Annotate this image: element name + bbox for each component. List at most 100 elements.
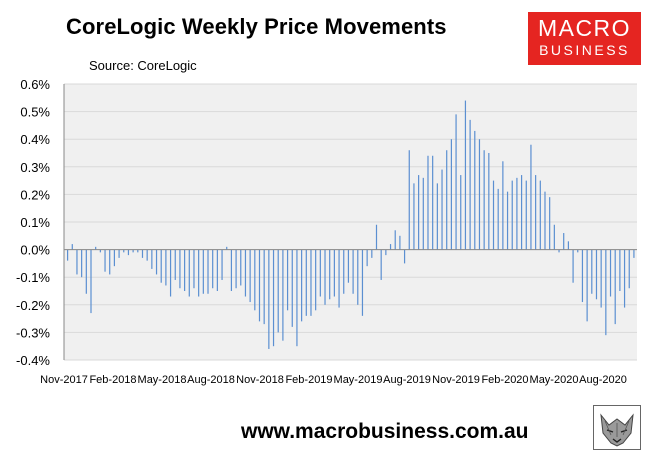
bar <box>525 180 527 250</box>
bar <box>408 150 410 250</box>
bar <box>123 249 125 253</box>
bar-series <box>67 100 635 349</box>
bar <box>193 249 195 289</box>
bar <box>81 249 83 278</box>
bar <box>558 249 560 253</box>
x-tick-label: Feb-2020 <box>481 374 528 386</box>
bar <box>572 249 574 283</box>
bar <box>338 249 340 308</box>
bar <box>371 249 373 258</box>
bar <box>478 139 481 250</box>
x-tick-label: Nov-2017 <box>40 374 88 386</box>
bar <box>151 249 153 269</box>
bar <box>343 249 345 294</box>
y-tick-label: 0.5% <box>20 105 50 120</box>
bar <box>249 249 251 303</box>
bar <box>399 235 401 250</box>
bar <box>118 249 120 258</box>
bar <box>600 249 602 308</box>
bar <box>169 249 172 297</box>
bar <box>619 249 621 291</box>
bar <box>549 197 551 250</box>
bar <box>450 139 452 250</box>
bar <box>605 249 607 336</box>
bar <box>315 249 317 311</box>
bar <box>563 233 565 250</box>
bar <box>188 249 190 297</box>
bar <box>436 183 438 250</box>
bar <box>357 249 359 305</box>
bar <box>296 249 298 347</box>
y-tick-label: 0.2% <box>20 187 50 202</box>
y-tick-label: 0.3% <box>20 160 50 175</box>
bar <box>427 155 429 250</box>
bar <box>277 249 279 333</box>
bar <box>577 249 579 253</box>
bar <box>258 249 261 322</box>
bar <box>235 249 237 289</box>
x-tick-label: May-2019 <box>334 374 383 386</box>
bar <box>137 249 139 253</box>
bar <box>595 249 598 300</box>
bar <box>146 249 148 261</box>
bar <box>109 249 111 275</box>
y-tick-label: 0.0% <box>20 243 50 258</box>
bar <box>535 175 537 250</box>
bar <box>469 119 471 250</box>
bar <box>207 249 209 294</box>
website-url[interactable]: www.macrobusiness.com.au <box>241 420 529 443</box>
bar <box>212 249 214 289</box>
y-tick-label: 0.4% <box>20 132 50 147</box>
bar <box>628 249 630 289</box>
bar <box>464 100 467 250</box>
x-tick-labels: Nov-2017 Feb-2018 May-2018 Aug-2018 Nov-2018… <box>40 374 627 386</box>
y-tick-label: -0.3% <box>16 325 50 340</box>
x-tick-label: Aug-2018 <box>187 374 235 386</box>
y-tick-label: -0.4% <box>16 353 50 368</box>
bar <box>132 249 134 253</box>
bar <box>553 224 555 250</box>
bar <box>609 249 612 297</box>
bar <box>301 249 303 322</box>
bar <box>530 144 532 250</box>
bar <box>254 249 256 311</box>
bar <box>310 249 312 316</box>
bar <box>160 249 162 283</box>
y-tick-labels: -0.4% -0.3% -0.2% -0.1% 0.0% 0.1% 0.2% 0.3% 0.4%… <box>16 77 50 368</box>
bar <box>240 249 242 286</box>
bar <box>67 249 69 261</box>
bar <box>226 246 228 250</box>
bar <box>104 249 106 272</box>
bar <box>403 249 406 264</box>
bar <box>516 177 518 250</box>
bar <box>492 180 495 250</box>
bar <box>272 249 275 347</box>
bar <box>520 175 523 250</box>
x-tick-label: Nov-2018 <box>236 374 284 386</box>
bar <box>502 161 504 250</box>
bar <box>90 249 92 314</box>
bar <box>633 249 635 258</box>
x-tick-label: May-2018 <box>138 374 187 386</box>
bar <box>221 249 223 280</box>
bar <box>244 249 247 297</box>
bar <box>127 249 130 256</box>
bar <box>422 177 424 250</box>
bar <box>539 180 541 250</box>
bar <box>202 249 204 294</box>
bar <box>155 249 158 275</box>
bar <box>291 249 293 327</box>
bar <box>263 249 265 325</box>
bar <box>141 249 144 258</box>
bar <box>333 249 335 297</box>
x-tick-label: Aug-2020 <box>579 374 627 386</box>
bar <box>347 249 350 283</box>
bar <box>460 175 462 250</box>
y-tick-label: -0.2% <box>16 298 50 313</box>
bar <box>544 191 546 250</box>
bar <box>174 249 176 280</box>
bar <box>319 249 321 297</box>
bar <box>329 249 331 300</box>
bar <box>76 249 78 275</box>
x-tick-label: Feb-2019 <box>285 374 332 386</box>
